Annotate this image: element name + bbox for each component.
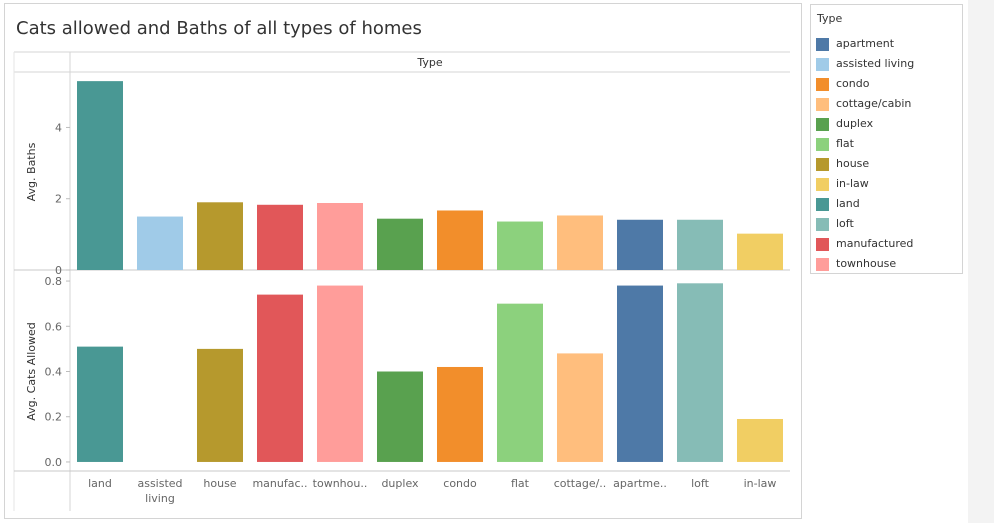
y-axis-label: Avg. Baths	[25, 142, 38, 201]
bar-land	[77, 346, 123, 462]
legend-item-condo[interactable]: condo	[816, 76, 961, 92]
legend-item-townhouse[interactable]: townhouse	[816, 256, 961, 272]
y-tick-label: 0.0	[45, 456, 63, 469]
legend-swatch	[816, 98, 829, 111]
bar-in-law	[737, 418, 783, 462]
y-tick-label: 0	[55, 264, 62, 277]
legend-label: condo	[836, 77, 870, 90]
x-tick-label: duplex	[381, 477, 419, 490]
bar-flat	[497, 221, 543, 270]
x-tick-label: land	[88, 477, 112, 490]
legend-swatch	[816, 138, 829, 151]
legend-swatch	[816, 198, 829, 211]
legend-label: manufactured	[836, 237, 914, 250]
y-tick-label: 0.6	[45, 320, 63, 333]
x-tick-label: manufac..	[252, 477, 307, 490]
bar-cottage-cabin	[557, 215, 603, 270]
legend-item-flat[interactable]: flat	[816, 136, 961, 152]
legend[interactable]: Type apartment assisted living condo cottag…	[810, 4, 963, 274]
bar-apartment	[617, 219, 663, 270]
bar-in-law	[737, 233, 783, 270]
side-strip	[968, 0, 994, 523]
legend-swatch	[816, 158, 829, 171]
bar-townhouse	[317, 285, 363, 462]
column-header: Type	[416, 56, 442, 69]
x-tick-label: townhou..	[313, 477, 368, 490]
legend-label: duplex	[836, 117, 874, 130]
x-tick-label: assisted living	[137, 477, 182, 505]
x-tick-label: in-law	[744, 477, 777, 490]
bar-manufactured	[257, 204, 303, 270]
legend-label: land	[836, 197, 860, 210]
legend-item-land[interactable]: land	[816, 196, 961, 212]
y-tick-label: 0.2	[45, 411, 63, 424]
legend-label: cottage/cabin	[836, 97, 912, 110]
bar-flat	[497, 303, 543, 462]
bar-loft	[677, 219, 723, 270]
x-tick-label: loft	[691, 477, 709, 490]
bar-manufactured	[257, 294, 303, 462]
legend-item-cottage-cabin[interactable]: cottage/cabin	[816, 96, 961, 112]
legend-swatch	[816, 178, 829, 191]
legend-swatch	[816, 258, 829, 271]
y-tick-label: 2	[55, 193, 62, 206]
legend-item-duplex[interactable]: duplex	[816, 116, 961, 132]
legend-swatch	[816, 118, 829, 131]
bar-condo	[437, 210, 483, 270]
bar-apartment	[617, 285, 663, 462]
legend-label: assisted living	[836, 57, 915, 70]
bar-loft	[677, 283, 723, 462]
y-tick-label: 4	[55, 121, 62, 134]
y-tick-label: 0.4	[45, 366, 63, 379]
chart-title: Cats allowed and Baths of all types of h…	[16, 18, 422, 39]
bar-condo	[437, 366, 483, 462]
y-tick-label: 0.8	[45, 275, 63, 288]
legend-swatch	[816, 78, 829, 91]
legend-label: townhouse	[836, 257, 897, 270]
bar-house	[197, 202, 243, 270]
legend-swatch	[816, 58, 829, 71]
y-axis-label: Avg. Cats Allowed	[25, 322, 38, 420]
legend-title: Type	[817, 12, 843, 25]
bar-house	[197, 348, 243, 462]
bar-townhouse	[317, 203, 363, 270]
bar-cottage-cabin	[557, 353, 603, 462]
bar-duplex	[377, 218, 423, 270]
legend-swatch	[816, 238, 829, 251]
x-tick-label: condo	[443, 477, 477, 490]
x-tick-label: flat	[511, 477, 530, 490]
legend-item-loft[interactable]: loft	[816, 216, 961, 232]
bar-duplex	[377, 371, 423, 462]
legend-label: in-law	[836, 177, 869, 190]
legend-item-assisted-living[interactable]: assisted living	[816, 56, 961, 72]
legend-item-house[interactable]: house	[816, 156, 961, 172]
x-tick-label: apartme..	[613, 477, 667, 490]
legend-label: loft	[836, 217, 854, 230]
x-tick-label: house	[203, 477, 236, 490]
legend-item-apartment[interactable]: apartment	[816, 36, 961, 52]
bar-land	[77, 81, 123, 270]
legend-label: apartment	[836, 37, 895, 50]
legend-swatch	[816, 218, 829, 231]
legend-item-manufactured[interactable]: manufactured	[816, 236, 961, 252]
legend-label: flat	[836, 137, 854, 150]
legend-item-in-law[interactable]: in-law	[816, 176, 961, 192]
bar-assisted-living	[137, 216, 183, 270]
legend-label: house	[836, 157, 870, 170]
x-tick-label: cottage/..	[554, 477, 607, 490]
legend-swatch	[816, 38, 829, 51]
